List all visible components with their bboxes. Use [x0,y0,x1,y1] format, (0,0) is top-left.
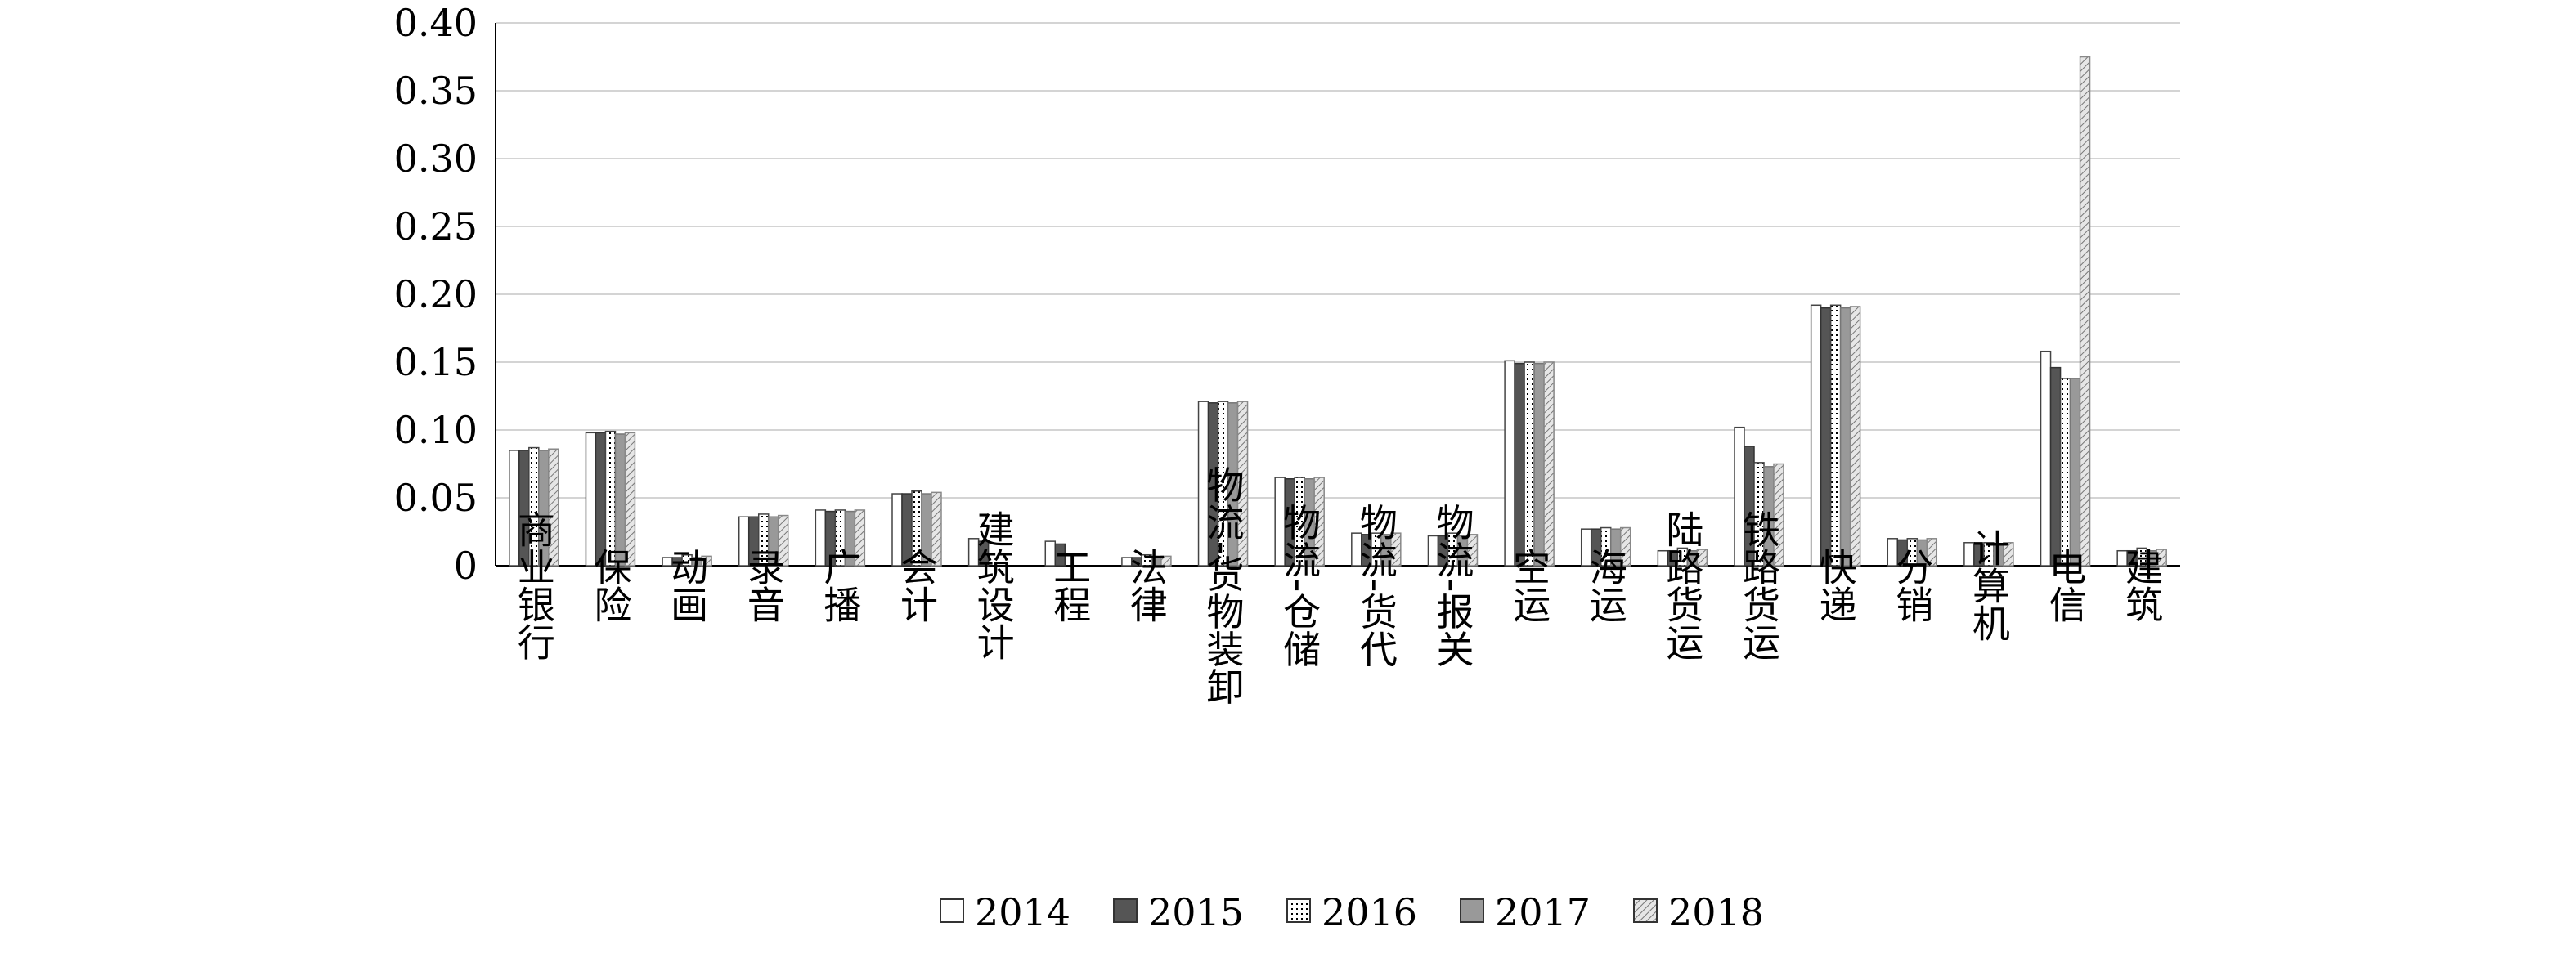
category-label: 保险 [588,548,632,623]
bar-2014 [2040,350,2052,567]
y-tick-label: 0.35 [394,69,478,113]
category-label: 会计 [895,548,939,623]
bar-2018 [1466,534,1479,567]
category-label: 海运 [1584,548,1628,623]
bar-2015 [1054,543,1066,567]
bar-2014 [585,432,597,567]
bar-2017 [2069,378,2081,567]
y-tick-label: 0.05 [394,476,478,520]
bar-2015 [595,432,607,567]
bar-2018 [2079,56,2091,567]
bar-2015 [977,540,990,567]
y-tick-label: 0 [454,544,478,588]
category-label: 电信 [2044,548,2088,623]
bar-2018 [2156,549,2167,567]
bar-2017 [1839,307,1851,567]
bar-2018 [854,509,866,567]
bars [509,56,2167,567]
bar-2018 [931,491,942,567]
bar-2018 [701,555,712,567]
category-label: 陆路货运 [1660,510,1704,661]
bar-2018 [777,514,789,567]
category-label: 建筑设计 [972,510,1016,661]
category-label: 录音 [742,548,786,623]
category-label: 动画 [665,548,709,623]
bar-2018 [1773,463,1784,567]
legend-label-2014: 2014 [975,890,1070,934]
bar-2014 [1504,360,1515,567]
bar-2016 [2059,378,2071,567]
bar-2017 [1533,362,1545,567]
bar-2015 [1820,307,1832,567]
bar-2018 [1313,477,1325,567]
bar-2017 [614,433,626,567]
y-tick-label: 0.10 [394,408,478,452]
category-label: 快递 [1814,548,1858,623]
legend-swatch-2017 [1460,898,1484,923]
bar-2016 [604,430,617,567]
legend-swatch-2014 [940,898,964,923]
bar-2015 [2049,366,2062,567]
bar-2015 [1514,362,1525,567]
category-label: 物流-货物装卸 [1201,466,1245,705]
category-label: 法律 [1124,548,1169,623]
bar-2018 [548,448,559,567]
y-tick-label: 0.20 [394,272,478,316]
y-tick-label: 0.25 [394,204,478,249]
y-tick-label: 0.30 [394,137,478,181]
y-tick-label: 0.15 [394,340,478,384]
legend-swatch-2015 [1113,898,1138,923]
category-label: 建筑 [2120,548,2164,623]
category-label: 物流-货代 [1354,504,1398,668]
category-label: 铁路货运 [1737,510,1781,661]
bar-2018 [1849,306,1861,567]
category-label: 商业银行 [512,510,556,661]
category-label: 物流-报关 [1430,504,1474,668]
category-label: 物流-仓储 [1277,504,1322,668]
bar-2018 [1390,532,1402,567]
bar-2018 [1543,361,1555,567]
legend-label-2018: 2018 [1668,890,1764,934]
bar-2018 [624,432,636,567]
legend-label-2016: 2016 [1322,890,1417,934]
category-labels: 商业银行 保险 动画 录音 广播 会计 建筑设计 工程 法律 物流-货物装卸 物流-仓储 物流-货代物… [512,466,2164,705]
legend-swatch-2016 [1286,898,1311,923]
category-label: 广播 [818,548,862,623]
bar-2016 [1829,304,1842,567]
legend-swatch-2018 [1633,898,1658,923]
bar-2014 [1810,304,1822,567]
y-tick-label: 0.40 [394,1,478,45]
axes: 0 0.05 0.10 0.15 0.20 0.25 0.30 0.35 0.40 [394,1,2180,588]
bar-2018 [1696,549,1708,567]
gridlines [496,22,2180,499]
category-label: 计算机 [1967,529,2011,642]
legend-label-2015: 2015 [1148,890,1244,934]
bar-2018 [1160,555,1172,567]
legend: 2014 2015 2016 2017 2018 [940,890,1764,934]
legend-label-2017: 2017 [1495,890,1591,934]
bar-2018 [1236,401,1249,567]
category-label: 工程 [1048,548,1092,623]
bar-2018 [1926,538,1938,567]
bar-2018 [2003,542,2014,567]
category-label: 分销 [1890,548,1934,623]
bar-2016 [1524,361,1535,567]
bar-2018 [1619,526,1631,567]
category-label: 空运 [1507,548,1551,623]
